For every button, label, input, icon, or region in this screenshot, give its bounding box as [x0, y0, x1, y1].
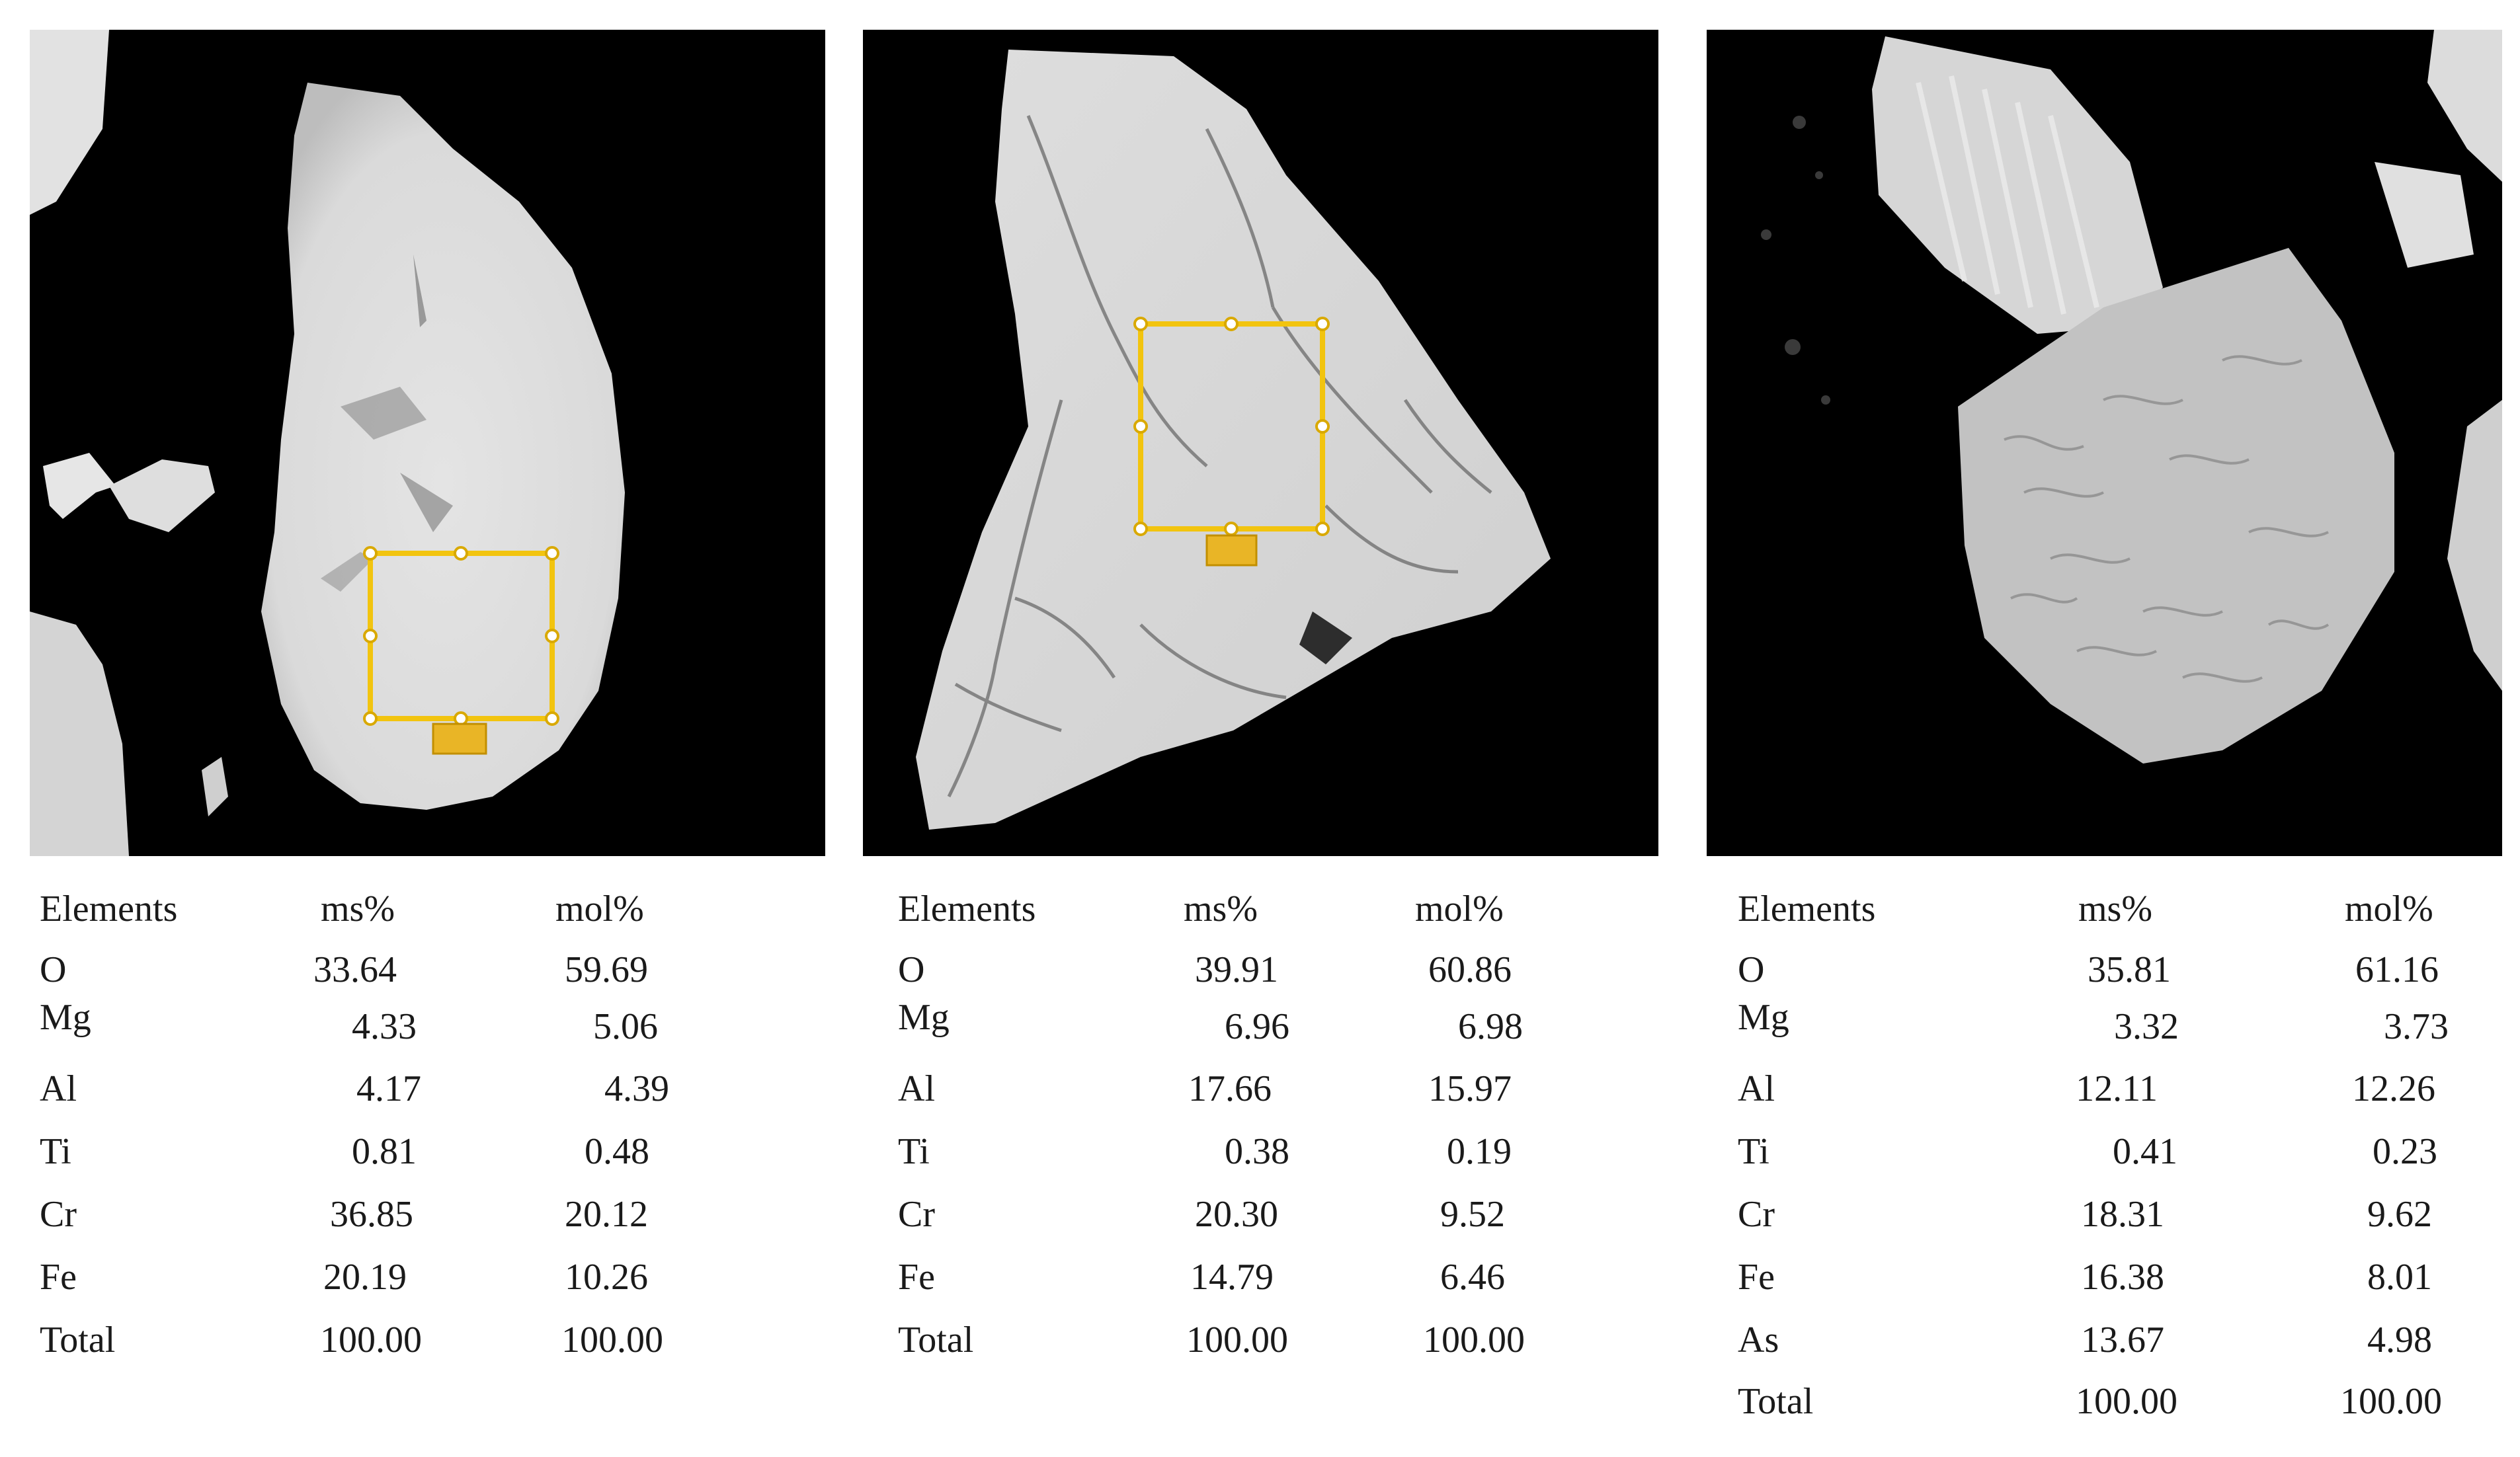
mol-value: 4.39: [604, 1068, 669, 1109]
element-label: Al: [40, 1068, 77, 1109]
mol-value: 100.00: [561, 1319, 663, 1360]
element-label: Mg: [40, 997, 91, 1038]
mol-value: 10.26: [565, 1257, 648, 1298]
mol-value: 4.98: [2367, 1319, 2432, 1360]
mol-value: 3.73: [2384, 1006, 2449, 1047]
element-label: Cr: [898, 1194, 935, 1235]
ms-value: 6.96: [1225, 1006, 1289, 1047]
ms-value: 17.66: [1188, 1068, 1272, 1109]
element-label: Al: [1738, 1068, 1775, 1109]
mol-value: 6.98: [1458, 1006, 1523, 1047]
element-label: Fe: [40, 1257, 77, 1298]
mol-value: 0.23: [2373, 1131, 2437, 1172]
ms-value: 16.38: [2081, 1257, 2164, 1298]
ms-value: 100.00: [2076, 1381, 2177, 1422]
ms-value: 36.85: [330, 1194, 413, 1235]
particle-1: [261, 83, 625, 810]
mol-value: 60.86: [1428, 949, 1512, 990]
element-label: Cr: [40, 1194, 77, 1235]
ms-value: 4.17: [356, 1068, 421, 1109]
sem-image-2: [863, 30, 1658, 856]
ms-value: 13.67: [2081, 1319, 2164, 1360]
ms-value: 3.32: [2114, 1006, 2179, 1047]
element-label: O: [1738, 949, 1765, 990]
mol-value: 6.46: [1440, 1257, 1505, 1298]
ms-value: 100.00: [1186, 1319, 1288, 1360]
mol-value: 15.97: [1428, 1068, 1512, 1109]
element-label: O: [40, 949, 67, 990]
particle-3: [1958, 248, 2394, 764]
element-label: Ti: [40, 1131, 71, 1172]
ms-value: 14.79: [1190, 1257, 1274, 1298]
mol-value: 8.01: [2367, 1257, 2432, 1298]
element-label: Fe: [1738, 1257, 1775, 1298]
ms-value: 12.11: [2076, 1068, 2158, 1109]
element-label: Mg: [1738, 997, 1789, 1038]
mol-value: 9.62: [2367, 1194, 2432, 1235]
mol-value: 9.52: [1440, 1194, 1505, 1235]
ms-value: 39.91: [1195, 949, 1278, 990]
element-label: Mg: [898, 997, 950, 1038]
mol-value: 100.00: [1423, 1319, 1525, 1360]
element-label: Al: [898, 1068, 935, 1109]
element-label: As: [1738, 1319, 1779, 1360]
ms-value: 0.81: [352, 1131, 417, 1172]
ms-value: 20.30: [1195, 1194, 1278, 1235]
header-elements: Elements: [1738, 888, 1876, 929]
element-label: Total: [40, 1319, 116, 1360]
element-label: Fe: [898, 1257, 935, 1298]
mol-value: 12.26: [2352, 1068, 2435, 1109]
element-label: Cr: [1738, 1194, 1775, 1235]
ms-value: 20.19: [323, 1257, 407, 1298]
particle-2: [916, 50, 1551, 830]
ms-value: 18.31: [2081, 1194, 2164, 1235]
mol-value: 20.12: [565, 1194, 648, 1235]
ms-value: 4.33: [352, 1006, 417, 1047]
header-elements: Elements: [898, 888, 1036, 929]
mol-value: 100.00: [2340, 1381, 2442, 1422]
element-label: Ti: [898, 1131, 930, 1172]
header-mol: mol%: [2345, 888, 2433, 929]
ms-value: 100.00: [320, 1319, 422, 1360]
header-ms: ms%: [1184, 888, 1258, 929]
header-mol: mol%: [1415, 888, 1504, 929]
element-label: O: [898, 949, 925, 990]
mol-value: 0.48: [585, 1131, 649, 1172]
ms-value: 33.64: [313, 949, 397, 990]
ms-value: 35.81: [2088, 949, 2171, 990]
ms-value: 0.41: [2113, 1131, 2177, 1172]
header-ms: ms%: [2078, 888, 2152, 929]
mol-value: 0.19: [1447, 1131, 1512, 1172]
header-elements: Elements: [40, 888, 178, 929]
ms-value: 0.38: [1225, 1131, 1289, 1172]
sem-image-3: [1707, 30, 2502, 856]
header-mol: mol%: [555, 888, 644, 929]
element-label: Total: [1738, 1381, 1814, 1422]
header-ms: ms%: [321, 888, 395, 929]
mol-value: 61.16: [2355, 949, 2439, 990]
sem-image-1: [30, 30, 825, 856]
mol-value: 59.69: [565, 949, 648, 990]
element-label: Total: [898, 1319, 974, 1360]
mol-value: 5.06: [593, 1006, 658, 1047]
element-label: Ti: [1738, 1131, 1769, 1172]
